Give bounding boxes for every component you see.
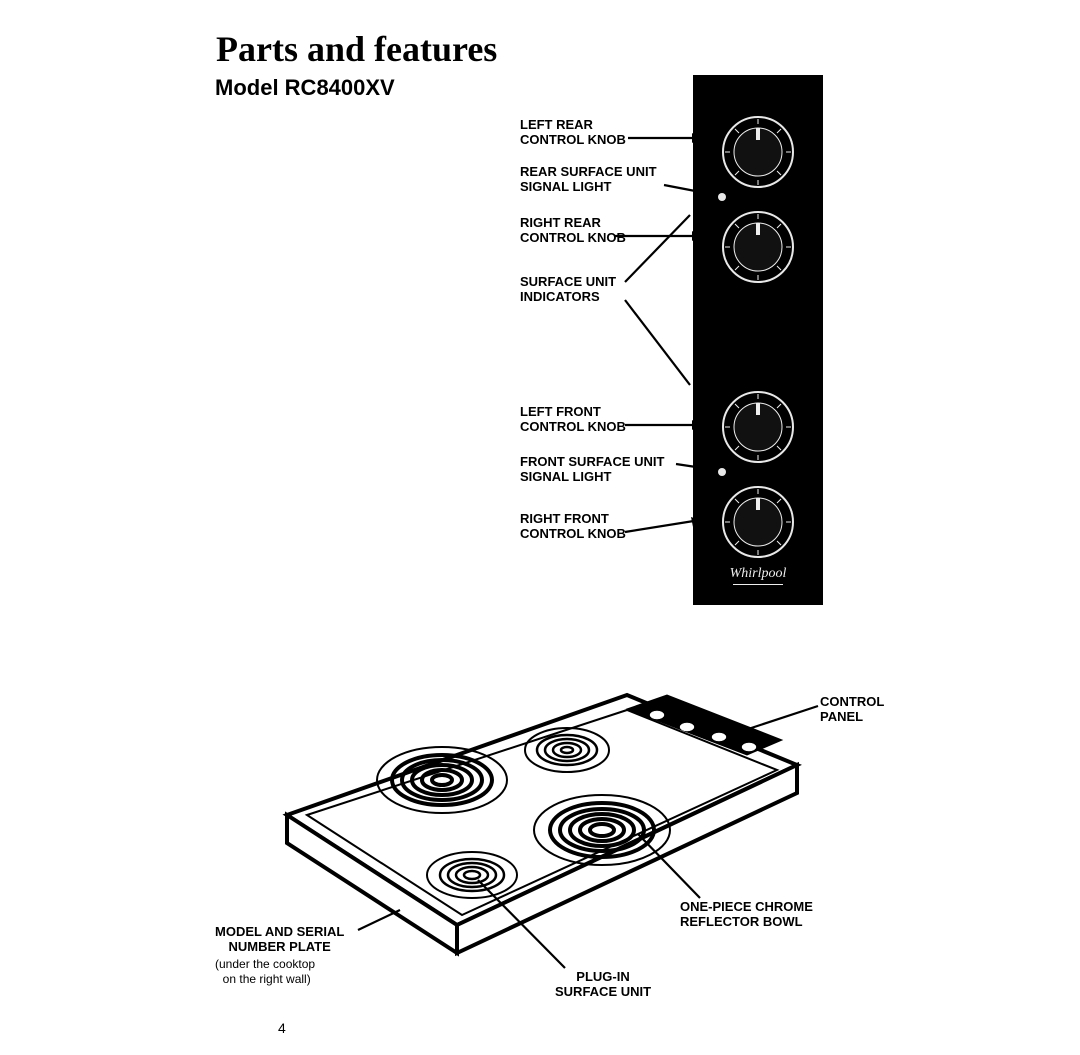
label-left-rear: LEFT REAR CONTROL KNOB [520, 118, 626, 148]
label-indicators: SURFACE UNIT INDICATORS [520, 275, 616, 305]
model-heading: Model RC8400XV [215, 75, 395, 101]
brand-logo: Whirlpool [693, 566, 823, 585]
knob-left-front-icon [721, 390, 795, 464]
label-control-panel: CONTROL PANEL [820, 695, 884, 725]
label-reflector-bowl: ONE-PIECE CHROME REFLECTOR BOWL [680, 900, 813, 930]
manual-page: Parts and features Model RC8400XV 4 [0, 0, 1080, 1055]
knob-left-rear-icon [721, 115, 795, 189]
front-signal-light-icon [718, 468, 726, 476]
label-right-rear: RIGHT REAR CONTROL KNOB [520, 216, 626, 246]
control-panel-graphic: Whirlpool [693, 75, 823, 605]
label-front-signal: FRONT SURFACE UNIT SIGNAL LIGHT [520, 455, 664, 485]
serial-plate-sub-text: (under the cooktop on the right wall) [215, 957, 315, 986]
page-title: Parts and features [216, 28, 497, 70]
label-plug-in: PLUG-IN SURFACE UNIT [555, 970, 651, 1000]
label-serial-plate-sub: (under the cooktop on the right wall) [215, 957, 315, 987]
rear-signal-light-icon [718, 193, 726, 201]
label-serial-plate: MODEL AND SERIAL NUMBER PLATE [215, 925, 344, 955]
label-rear-signal: REAR SURFACE UNIT SIGNAL LIGHT [520, 165, 657, 195]
knob-right-front-icon [721, 485, 795, 559]
brand-text: Whirlpool [730, 566, 787, 581]
page-number: 4 [278, 1020, 286, 1036]
knob-right-rear-icon [721, 210, 795, 284]
label-left-front: LEFT FRONT CONTROL KNOB [520, 405, 626, 435]
label-right-front: RIGHT FRONT CONTROL KNOB [520, 512, 626, 542]
